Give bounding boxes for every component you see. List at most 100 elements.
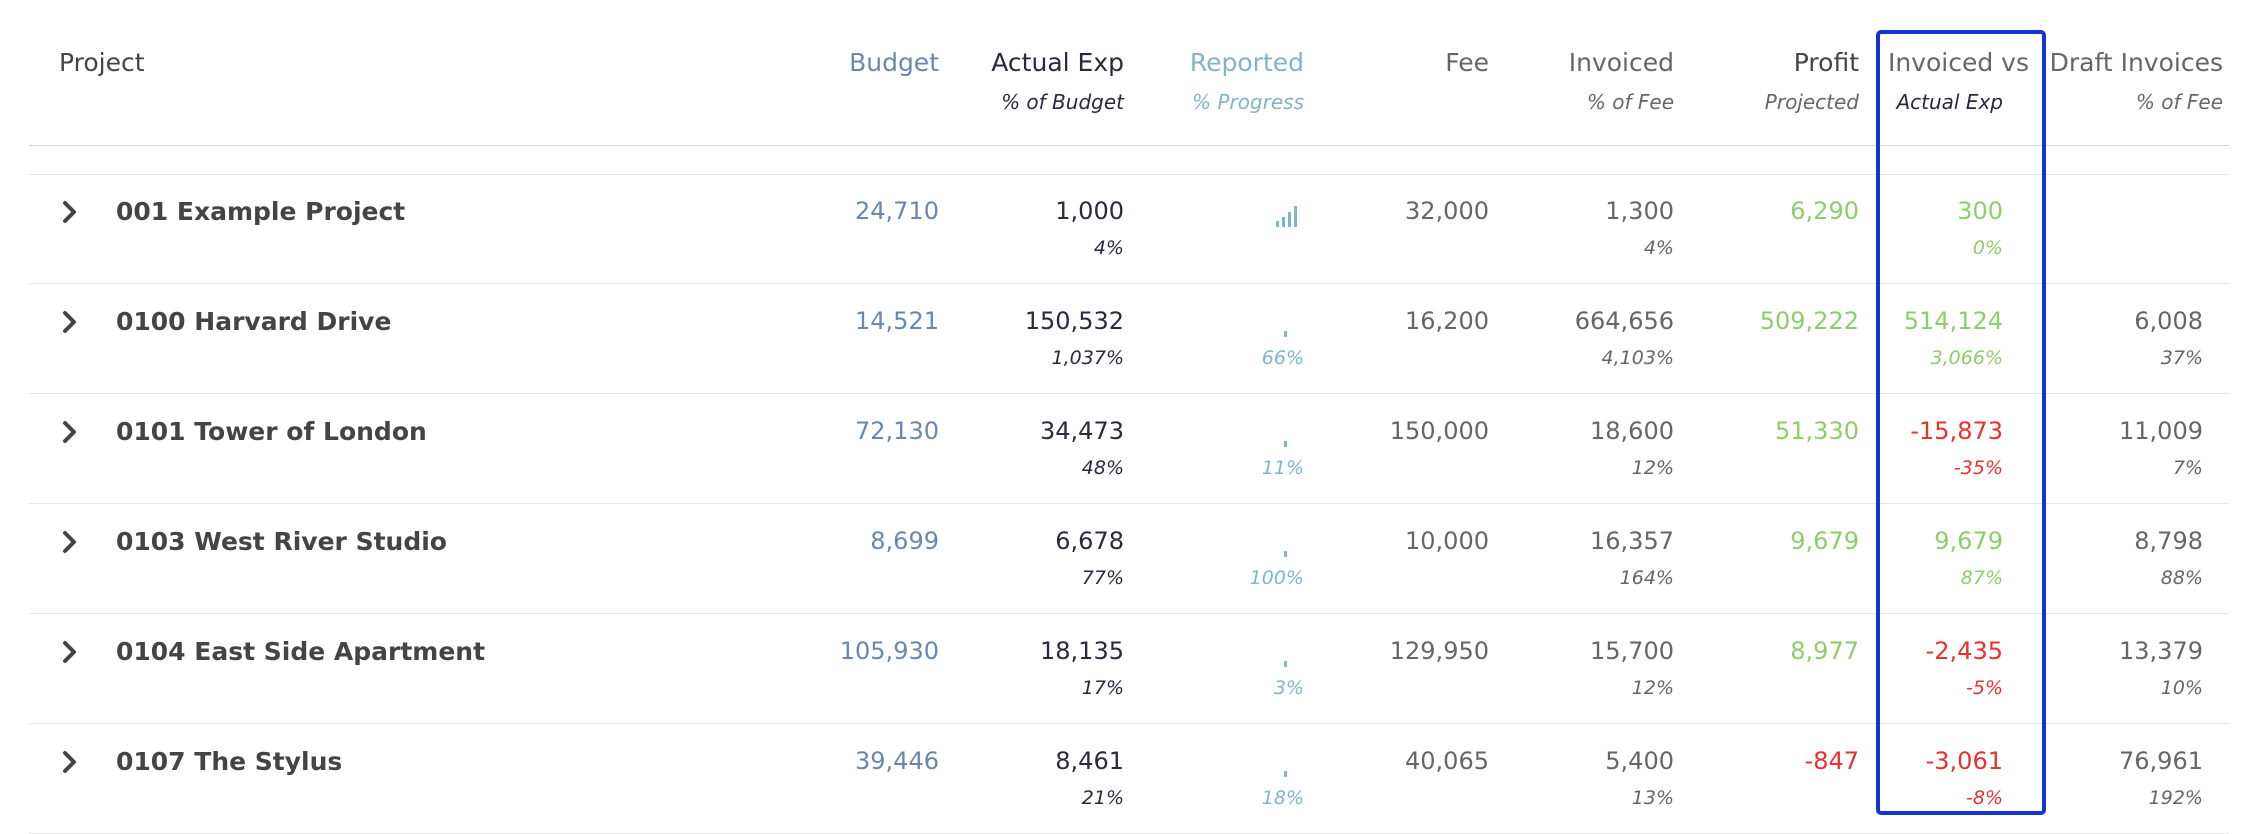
- draft-invoices-pct: 88%: [2160, 567, 2203, 589]
- fee-value: 16,200: [1405, 307, 1489, 335]
- invoiced-pct: 12%: [1631, 457, 1674, 479]
- invoiced-value: 664,656: [1574, 307, 1674, 335]
- table-row[interactable]: 0104 East Side Apartment 105,930 18,135 …: [29, 615, 2229, 724]
- invoiced-pct: 4,103%: [1601, 347, 1674, 369]
- fee-value: 32,000: [1405, 197, 1489, 225]
- invoiced-value: 18,600: [1590, 417, 1674, 445]
- progress-tick-icon: [1284, 551, 1287, 557]
- draft-invoices-pct: 37%: [2160, 347, 2203, 369]
- draft-invoices-value: 8,798: [2134, 527, 2203, 555]
- invoiced-vs-actual-pct: 0%: [1972, 237, 2003, 259]
- actual-exp-pct: 21%: [1081, 787, 1124, 809]
- invoiced-value: 16,357: [1590, 527, 1674, 555]
- invoiced-vs-actual-pct: -35%: [1953, 457, 2003, 479]
- project-name[interactable]: 0100 Harvard Drive: [116, 307, 392, 336]
- table-row[interactable]: 0100 Harvard Drive 14,521 150,532 1,037%…: [29, 285, 2229, 394]
- budget-value: 24,710: [855, 197, 939, 225]
- invoiced-pct: 164%: [1619, 567, 1674, 589]
- actual-exp-pct: 4%: [1093, 237, 1124, 259]
- budget-value: 39,446: [855, 747, 939, 775]
- reported-pct: 66%: [1261, 347, 1304, 369]
- header-reported[interactable]: Reported: [1189, 48, 1304, 77]
- project-name[interactable]: 0104 East Side Apartment: [116, 637, 486, 666]
- header-budget[interactable]: Budget: [849, 48, 939, 77]
- draft-invoices-value: 11,009: [2119, 417, 2203, 445]
- profit-value: 6,290: [1790, 197, 1859, 225]
- actual-exp-pct: 1,037%: [1051, 347, 1124, 369]
- budget-value: 72,130: [855, 417, 939, 445]
- actual-exp-value: 34,473: [1040, 417, 1124, 445]
- budget-value: 8,699: [870, 527, 939, 555]
- table-row[interactable]: 0107 The Stylus 39,446 8,461 21% 18% 40,…: [29, 725, 2229, 834]
- chevron-right-icon[interactable]: [59, 419, 81, 445]
- project-name[interactable]: 0103 West River Studio: [116, 527, 447, 556]
- header-fee[interactable]: Fee: [1445, 48, 1489, 77]
- draft-invoices-pct: 10%: [2160, 677, 2203, 699]
- profit-value: 8,977: [1790, 637, 1859, 665]
- actual-exp-value: 150,532: [1024, 307, 1124, 335]
- actual-exp-pct: 77%: [1081, 567, 1124, 589]
- table-row[interactable]: 0101 Tower of London 72,130 34,473 48% 1…: [29, 395, 2229, 504]
- budget-value: 14,521: [855, 307, 939, 335]
- draft-invoices-value: 13,379: [2119, 637, 2203, 665]
- invoiced-vs-actual-value: -2,435: [1925, 637, 2003, 665]
- progress-tick-icon: [1284, 771, 1287, 777]
- progress-tick-icon: [1284, 441, 1287, 447]
- profit-value: -847: [1804, 747, 1859, 775]
- signal-bars-icon: [1276, 206, 1297, 227]
- header-invoiced-vs[interactable]: Invoiced vs: [1887, 48, 2029, 77]
- header-draft-invoices[interactable]: Draft Invoices: [2049, 48, 2223, 77]
- invoiced-vs-actual-value: 9,679: [1934, 527, 2003, 555]
- header-actual-exp[interactable]: Actual Exp: [991, 48, 1124, 77]
- project-name[interactable]: 0101 Tower of London: [116, 417, 427, 446]
- divider: [29, 174, 2229, 175]
- project-name[interactable]: 0107 The Stylus: [116, 747, 343, 776]
- invoiced-pct: 4%: [1643, 237, 1674, 259]
- actual-exp-value: 18,135: [1040, 637, 1124, 665]
- invoiced-value: 15,700: [1590, 637, 1674, 665]
- draft-invoices-pct: 192%: [2148, 787, 2203, 809]
- invoiced-pct: 12%: [1631, 677, 1674, 699]
- profit-value: 509,222: [1759, 307, 1859, 335]
- chevron-right-icon[interactable]: [59, 639, 81, 665]
- progress-tick-icon: [1284, 661, 1287, 667]
- table-row[interactable]: 0103 West River Studio 8,699 6,678 77% 1…: [29, 505, 2229, 614]
- reported-pct: 3%: [1273, 677, 1304, 699]
- header-reported-sub: % Progress: [1192, 90, 1304, 114]
- actual-exp-value: 1,000: [1055, 197, 1124, 225]
- invoiced-vs-actual-value: -3,061: [1925, 747, 2003, 775]
- draft-invoices-value: 76,961: [2119, 747, 2203, 775]
- header-project[interactable]: Project: [59, 48, 145, 77]
- header-invoiced[interactable]: Invoiced: [1568, 48, 1674, 77]
- actual-exp-value: 8,461: [1055, 747, 1124, 775]
- header-actual-sub: % of Budget: [1001, 90, 1124, 114]
- profit-value: 9,679: [1790, 527, 1859, 555]
- actual-exp-value: 6,678: [1055, 527, 1124, 555]
- chevron-right-icon[interactable]: [59, 749, 81, 775]
- profit-value: 51,330: [1775, 417, 1859, 445]
- invoiced-vs-actual-pct: -5%: [1966, 677, 2003, 699]
- draft-invoices-value: 6,008: [2134, 307, 2203, 335]
- chevron-right-icon[interactable]: [59, 199, 81, 225]
- reported-pct: 100%: [1249, 567, 1304, 589]
- chevron-right-icon[interactable]: [59, 309, 81, 335]
- actual-exp-pct: 17%: [1081, 677, 1124, 699]
- reported-pct: 18%: [1261, 787, 1304, 809]
- invoiced-vs-actual-pct: 3,066%: [1930, 347, 2003, 369]
- invoiced-vs-actual-value: 300: [1957, 197, 2003, 225]
- invoiced-value: 5,400: [1605, 747, 1674, 775]
- project-name[interactable]: 001 Example Project: [116, 197, 406, 226]
- reported-pct: 11%: [1261, 457, 1304, 479]
- invoiced-vs-actual-pct: 87%: [1960, 567, 2003, 589]
- fee-value: 10,000: [1405, 527, 1489, 555]
- header-invoiced-vs-sub: Actual Exp: [1896, 90, 2003, 114]
- actual-exp-pct: 48%: [1081, 457, 1124, 479]
- invoiced-value: 1,300: [1605, 197, 1674, 225]
- header-profit-sub: Projected: [1764, 90, 1859, 114]
- progress-tick-icon: [1284, 331, 1287, 337]
- table-row[interactable]: 001 Example Project 24,710 1,000 4% 32,0…: [29, 175, 2229, 284]
- fee-value: 129,950: [1389, 637, 1489, 665]
- chevron-right-icon[interactable]: [59, 529, 81, 555]
- header-profit[interactable]: Profit: [1793, 48, 1859, 77]
- invoiced-vs-actual-pct: -8%: [1966, 787, 2003, 809]
